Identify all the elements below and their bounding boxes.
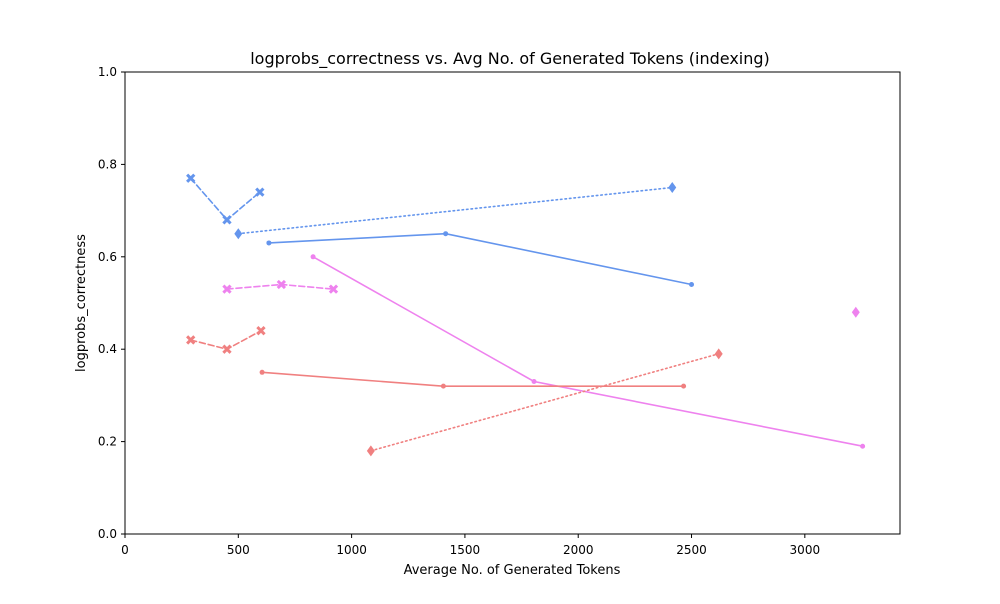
y-tick-label: 0.0 [98, 527, 117, 541]
chart-title: logprobs_correctness vs. Avg No. of Gene… [250, 49, 770, 69]
x-tick-label: 3000 [790, 543, 821, 557]
data-point-dot [266, 240, 272, 246]
plot-area: 0 500 1000 1500 2000 2500 3000 0.0 0.2 0.4 0.6 0.8 1… [98, 65, 901, 557]
y-axis-label: logprobs_correctness [74, 234, 89, 372]
series-line-1 [189, 177, 261, 221]
data-point-dot [531, 379, 537, 385]
plot-frame [124, 71, 901, 535]
y-tick-label: 0.2 [98, 435, 117, 449]
x-tick-label: 1000 [336, 543, 367, 557]
y-tick-label: 0.4 [98, 342, 117, 356]
data-point-x [256, 326, 266, 336]
data-point-x [186, 173, 196, 183]
data-point-dot [681, 383, 687, 389]
data-point-x [222, 344, 232, 354]
data-point-diamond [714, 348, 723, 360]
x-tick-label: 0 [121, 543, 129, 557]
x-tick-label: 2000 [563, 543, 594, 557]
x-axis-label: Average No. of Generated Tokens [404, 563, 621, 578]
series-line-8 [261, 371, 685, 388]
data-point-x [255, 187, 265, 197]
data-point-dot [443, 231, 449, 237]
data-point-x [222, 284, 232, 294]
data-point-dot [310, 254, 316, 260]
y-tick-label: 0.8 [98, 157, 117, 171]
series-line-2 [237, 186, 674, 235]
x-tick-label: 500 [227, 543, 250, 557]
x-tick-label: 2500 [676, 543, 707, 557]
data-point-x [276, 279, 287, 290]
data-point-dot [860, 443, 866, 449]
y-tick-label: 0.6 [98, 250, 117, 264]
data-point-diamond [668, 182, 677, 193]
series-line-9 [370, 352, 720, 452]
data-point-dot [440, 383, 446, 389]
x-tick-label: 1500 [450, 543, 481, 557]
series-line-5 [312, 255, 864, 448]
series-line-3 [268, 232, 693, 286]
data-point-diamond [851, 306, 860, 318]
y-tick-label: 1.0 [98, 65, 117, 79]
data-point-diamond [234, 228, 243, 240]
data-point-x [328, 284, 339, 294]
data-point-x [222, 215, 232, 225]
data-point-dot [259, 369, 265, 375]
data-point-x [186, 335, 196, 345]
data-point-dot [689, 282, 695, 288]
data-point-diamond [366, 445, 375, 457]
